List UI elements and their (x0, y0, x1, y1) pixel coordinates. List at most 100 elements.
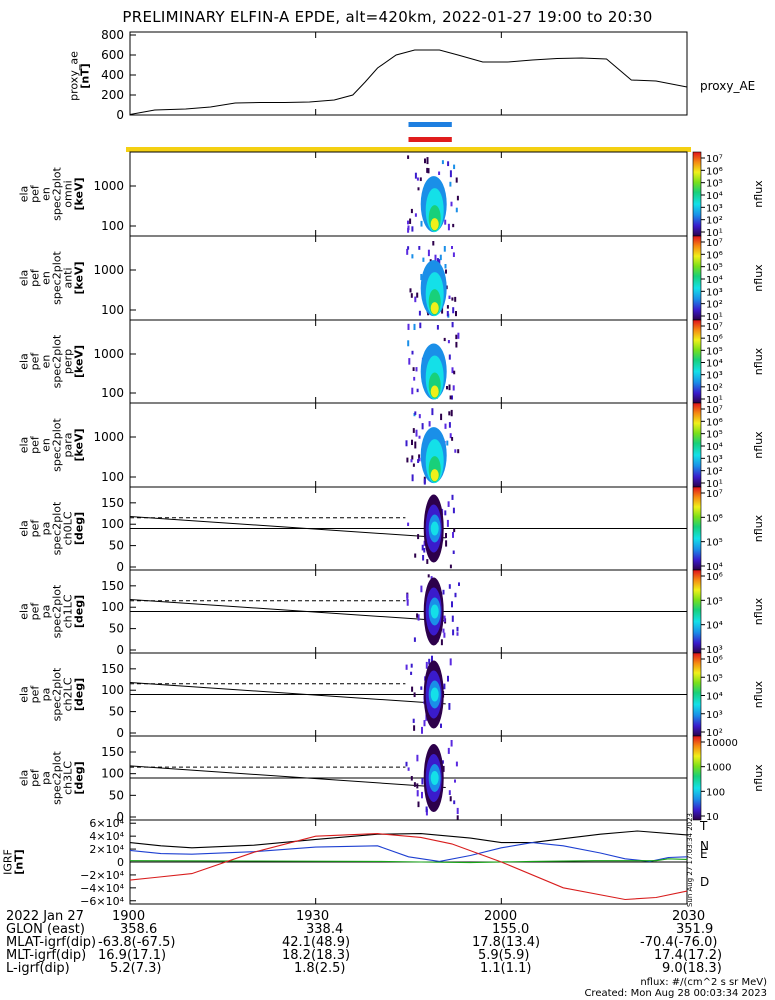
energy-panel-2-pixel-24 (419, 322, 422, 329)
energy-panel-1-zlabel-6: 10¹ (706, 312, 723, 323)
pitch-panel-3-pixel-13 (407, 767, 410, 771)
pitch-panel-2-pixel-9 (448, 703, 451, 710)
energy-panel-0-pixel-6 (427, 168, 430, 174)
energy-panel-0-pixel-8 (426, 157, 429, 165)
pitch-panel-3-pixel-5 (441, 760, 444, 764)
energy-panel-0-pixel-22 (414, 213, 417, 217)
pitch-panel-1-pixel-13 (413, 637, 416, 642)
energy-panel-3-ytick-label-1: 100 (101, 470, 124, 484)
energy-panel-3-pixel-33 (448, 422, 451, 428)
pitch-panel-1-pixel-26 (443, 615, 446, 623)
pitch-panel-2-zlabel-0: 10⁶ (706, 655, 723, 666)
ae-ytick-label-1: 600 (101, 48, 124, 62)
pitch-panel-3-zlabel-1: 1000 (706, 763, 731, 774)
energy-panel-1-pixel-39 (446, 311, 449, 317)
energy-panel-3-zlabel-6: 10¹ (706, 479, 723, 490)
pitch-panel-2-pixel-14 (431, 655, 433, 663)
pitch-panel-2-pixel-10 (413, 692, 416, 698)
igrf-legend-t: T (699, 819, 708, 833)
col2-mlt: 5.9(5.9) (478, 948, 530, 963)
pitch-panel-2-ytick-label-0: 150 (101, 662, 124, 676)
energy-panel-3-zlabel-5: 10² (706, 467, 723, 478)
pitch-panel-1-pixel-28 (458, 582, 460, 586)
pitch-panel-3-pixel-10 (421, 791, 423, 799)
energy-panel-3-zlabel-1: 10⁶ (706, 417, 723, 428)
energy-panel-0-pixel-33 (456, 195, 459, 201)
pitch-panel-1-zlabel-0: 10⁶ (706, 572, 723, 583)
pitch-panel-2-pixel-0 (443, 683, 446, 690)
pitch-panel-3-pixel-27 (421, 778, 424, 785)
pitch-panel-0-pixel-19 (447, 501, 450, 507)
footer-row-glon: GLON (east) (6, 922, 85, 937)
energy-panel-2-pixel-19 (415, 367, 418, 372)
energy-panel-2-pixel-6 (407, 323, 410, 330)
energy-panel-2-pixel-38 (453, 370, 456, 375)
pitch-panel-3-colorbar (692, 735, 702, 821)
energy-panel-3-ylabel-2: en (40, 438, 53, 452)
energy-panel-0-pixel-12 (441, 160, 444, 165)
pitch-panel-1-zlabel-3: 10³ (706, 645, 723, 656)
pitch-panel-0-ytick-label-3: 0 (116, 560, 124, 574)
energy-panel-1-pixel-27 (407, 246, 410, 250)
pitch-panel-3-zlabel-2: 100 (706, 787, 725, 798)
time-tick-2: 2000 (484, 909, 518, 924)
pitch-panel-3-ylabel-0: ela (18, 770, 31, 787)
pitch-panel-3-zlabel-3: 10 (706, 812, 719, 823)
energy-panel-0-zlabel-0: 10⁷ (706, 154, 723, 165)
energy-panel-3-ylabel-5: [keV] (73, 428, 86, 461)
pitch-panel-0-zlabel-2: 10⁵ (706, 538, 723, 549)
pitch-panel-1-pixel-7 (443, 632, 446, 638)
energy-panel-3-flux-core-peak (430, 469, 439, 482)
energy-panel-1-pixel-26 (452, 307, 455, 314)
pitch-panel-1-pixel-19 (440, 639, 443, 646)
energy-panel-0-pixel-30 (420, 220, 423, 227)
pitch-panel-0-ylabel-5: [deg] (73, 512, 86, 545)
pitch-panel-1-pixel-27 (442, 628, 445, 633)
pitch-panel-3-pixel-20 (453, 800, 456, 805)
energy-panel-1-pixel-10 (411, 254, 414, 259)
pitch-panel-3-flux-peak (430, 771, 439, 785)
energy-panel-2-pixel-10 (449, 395, 452, 400)
created-stamp: Created: Mon Aug 28 00:03:34 2023 (584, 988, 767, 999)
pitch-panel-0-pixel-12 (453, 528, 456, 533)
energy-panel-2-ylabel-1: pef (29, 352, 42, 371)
pitch-panel-1-ytick-label-0: 150 (101, 579, 124, 593)
pitch-panel-0-zlabel-0: 10⁷ (706, 489, 723, 500)
pitch-panel-3-pixel-23 (456, 815, 459, 820)
energy-panel-1-colorbar (692, 235, 702, 321)
energy-panel-0-pixel-24 (447, 161, 450, 167)
energy-panel-0-pixel-23 (407, 227, 410, 233)
igrf-line-t (129, 830, 688, 849)
pitch-panel-0-pixel-2 (452, 550, 455, 555)
energy-panel-0-pixel-35 (409, 218, 412, 224)
col0-mlt: 16.9(17.1) (98, 948, 167, 963)
energy-panel-1-zname: nflux (752, 264, 765, 292)
energy-panel-3-zlabel-0: 10⁷ (706, 405, 723, 416)
pitch-panel-1-zlabel-1: 10⁵ (706, 596, 723, 607)
col3-glon: 351.9 (676, 922, 714, 937)
igrf-ytick-label-2: 2×10⁴ (89, 843, 124, 856)
pitch-panel-0-pixel-9 (407, 522, 410, 527)
pitch-panel-3-ylabel-5: [deg] (73, 761, 86, 794)
energy-panel-3-pixel-35 (414, 441, 417, 449)
energy-panel-0-pixel-4 (410, 208, 413, 214)
energy-panel-3-pixel-19 (406, 457, 409, 463)
energy-panel-1-zlabel-4: 10³ (706, 287, 723, 298)
energy-panel-2-pixel-30 (436, 325, 439, 330)
ae-panel-ylabel-1: [nT] (79, 63, 92, 88)
energy-panel-3-zlabel-4: 10³ (706, 454, 723, 465)
energy-panel-0-pixel-17 (455, 177, 458, 183)
energy-panel-2-pixel-17 (443, 337, 446, 342)
pitch-panel-0-zname: nflux (752, 514, 765, 542)
energy-panel-0-pixel-37 (449, 181, 452, 187)
energy-panel-3-pixel-17 (411, 455, 414, 460)
col0-l: 5.2(7.3) (110, 961, 162, 976)
energy-panel-3-pixel-11 (418, 454, 421, 461)
pitch-panel-0-pixel-4 (444, 510, 447, 516)
energy-panel-2-pixel-5 (448, 354, 451, 360)
pitch-panel-1-pixel-17 (451, 615, 454, 622)
energy-panel-3-pixel-36 (418, 435, 421, 439)
energy-panel-0-zlabel-6: 10¹ (706, 228, 723, 239)
footer-row-l: L-igrf(dip) (6, 961, 70, 976)
